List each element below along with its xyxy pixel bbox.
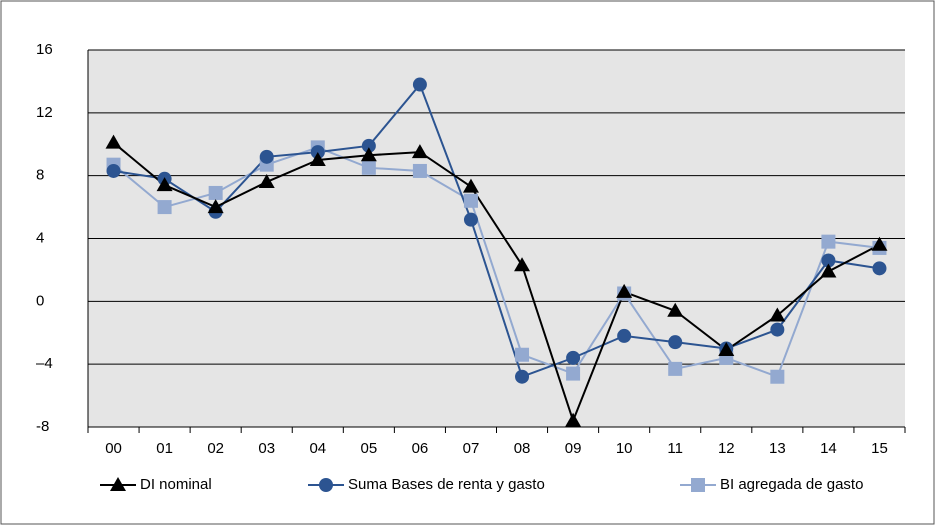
marker [208,185,223,200]
marker [871,236,888,251]
x-tick-label: 03 [258,440,275,457]
x-tick-label: 02 [207,440,224,457]
y-tick-label: 12 [36,104,53,121]
series-line [112,141,880,424]
marker [259,149,274,164]
series-line [112,146,880,379]
x-tick-label: 12 [718,440,735,457]
x-tick-label: 09 [565,440,582,457]
marker [515,369,530,384]
marker [617,328,632,343]
x-tick-label: 04 [309,440,326,457]
y-tick-label: –4 [36,355,53,372]
marker [361,160,376,175]
marker [360,147,377,162]
marker [105,134,122,149]
marker [566,350,581,365]
x-tick-label: 06 [412,440,429,457]
marker [565,412,582,427]
x-tick-label: 13 [769,440,786,457]
marker [110,477,126,491]
marker [770,322,785,337]
x-tick-label: 07 [463,440,480,457]
marker [566,366,581,381]
x-tick-label: 10 [616,440,633,457]
x-tick-label: 08 [514,440,531,457]
marker [463,193,478,208]
marker [106,163,121,178]
marker [820,263,837,278]
marker [157,200,172,215]
marker [668,361,683,376]
x-tick-label: 15 [871,440,888,457]
marker [361,138,376,153]
marker [462,178,479,193]
legend-label: Suma Bases de renta y gasto [348,476,545,493]
x-tick-label: 01 [156,440,173,457]
y-tick-label: 4 [36,229,44,246]
marker [207,199,224,214]
marker [411,144,428,159]
x-tick-label: 05 [361,440,378,457]
marker [616,283,633,298]
x-tick-label: 00 [105,440,122,457]
marker [770,369,785,384]
series-line [113,82,880,379]
marker [412,163,427,178]
marker [412,77,427,92]
y-tick-label: 16 [36,41,53,58]
marker [769,307,786,322]
marker [258,173,275,188]
marker [718,342,735,357]
x-tick-label: 11 [667,440,683,457]
marker [691,478,705,492]
y-tick-label: -8 [36,418,49,435]
marker [821,253,836,268]
legend-label: DI nominal [140,476,212,493]
y-tick-label: 8 [36,167,44,184]
marker [872,261,887,276]
marker [309,151,326,166]
legend-label: BI agregada de gasto [720,476,863,493]
marker [156,177,173,192]
marker [667,302,684,317]
marker [319,478,333,492]
marker [821,234,836,249]
marker [463,212,478,227]
marker [515,347,530,362]
marker [514,257,531,272]
y-tick-label: 0 [36,292,44,309]
x-tick-label: 14 [820,440,837,457]
marker [668,335,683,350]
